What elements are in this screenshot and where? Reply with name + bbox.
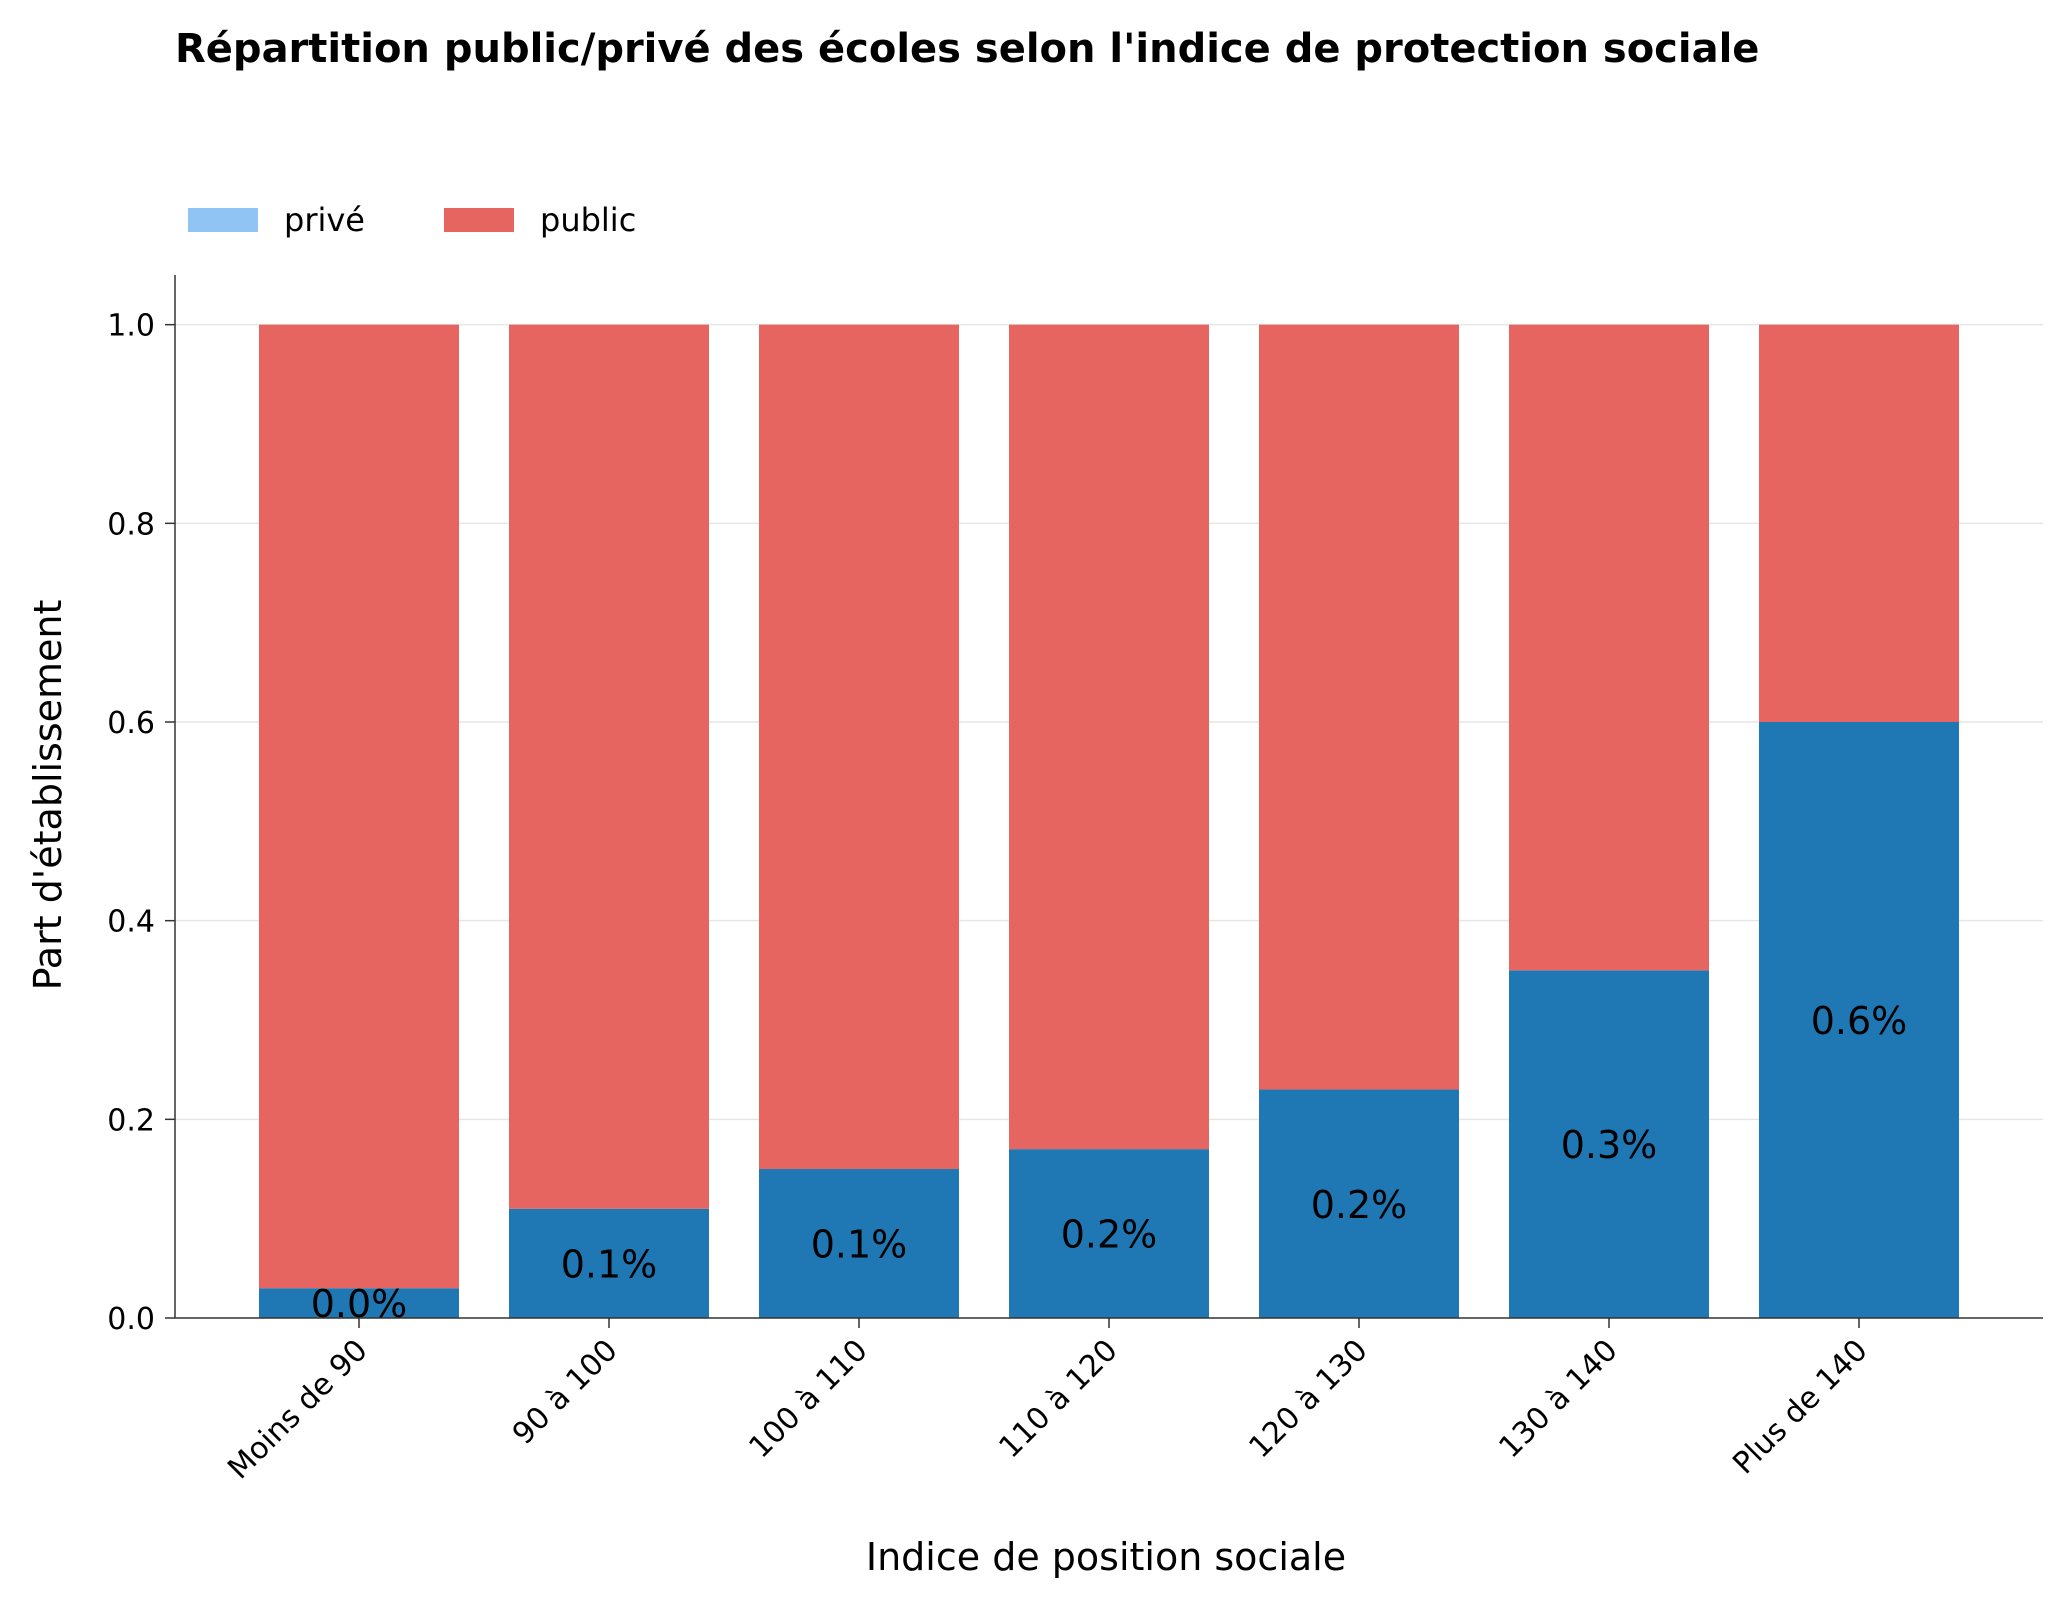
x-tick-label: 100 à 110 [742,1333,874,1465]
bar-public-1 [509,324,709,1209]
x-tick-label: 110 à 120 [992,1333,1124,1465]
y-tick-label: 0.0 [107,1302,155,1337]
chart-title: Répartition public/privé des écoles selo… [175,26,1759,72]
bar-public-4 [1259,324,1459,1090]
y-tick-label: 1.0 [107,309,155,344]
bar-public-5 [1509,324,1709,971]
legend: privé public [188,201,636,239]
x-tick-label: 120 à 130 [1242,1333,1374,1465]
x-axis-label: Indice de position sociale [866,1535,1346,1579]
x-tick-label: Moins de 90 [221,1333,374,1486]
data-label: 0.2% [1061,1213,1158,1257]
y-tick-label: 0.4 [107,905,155,940]
bars [259,324,1959,1318]
data-label: 0.3% [1561,1123,1658,1167]
x-tick-label: 130 à 140 [1492,1333,1624,1465]
x-tick-label: Plus de 140 [1726,1333,1874,1481]
bar-public-0 [259,324,459,1289]
bar-public-2 [759,324,959,1170]
data-label: 0.6% [1811,999,1908,1043]
bar-privé-4 [1259,1089,1459,1318]
x-tick-label: 90 à 100 [506,1333,625,1452]
data-labels: 0.0%0.1% 0.1% 0.2%0.2%0.3%0.6% [311,999,1908,1326]
legend-swatch-public [444,208,514,232]
data-label: 0.1% [811,1223,908,1267]
bar-public-3 [1009,324,1209,1150]
y-tick-label: 0.8 [107,507,155,542]
bar-privé-1 [509,1208,709,1318]
legend-swatch-privé [188,208,258,232]
bar-privé-5 [1509,970,1709,1318]
data-label: 0.2% [1311,1183,1408,1227]
data-label: 0.1% [561,1242,658,1286]
bar-public-6 [1759,324,1959,722]
legend-label-public: public [540,201,636,239]
bar-privé-6 [1759,722,1959,1318]
bar-privé-0 [259,1288,459,1318]
y-axis-label: Part d'établissement [26,600,70,991]
legend-label-privé: privé [284,201,365,239]
bar-privé-2 [759,1169,959,1318]
bar-privé-3 [1009,1149,1209,1318]
y-tick-label: 0.6 [107,706,155,741]
y-tick-label: 0.2 [107,1103,155,1138]
